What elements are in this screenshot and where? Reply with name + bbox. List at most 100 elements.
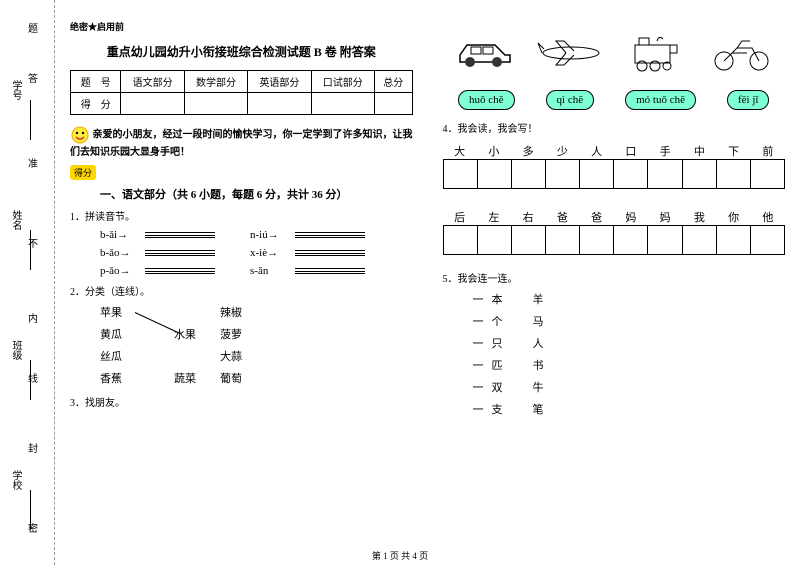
char: 少: [545, 143, 579, 159]
vehicle-row: [443, 30, 786, 75]
intro-text: 亲爱的小朋友，经过一段时间的愉快学习，你一定学到了许多知识，让我们去知识乐园大显…: [70, 125, 413, 161]
bind-lbl-1: 姓名: [8, 210, 23, 230]
char: 妈: [614, 209, 648, 225]
car-icon: [450, 30, 520, 75]
bind-line: [30, 100, 31, 140]
match-mid: 水果: [150, 324, 220, 346]
pinyin-row: b-ǎo→ x-iè→: [100, 247, 413, 259]
char-labels: 大小多少人口手中下前: [443, 143, 786, 159]
match-row: 香蕉蔬菜葡萄: [100, 368, 413, 390]
match2-row: 一支笔: [473, 399, 786, 421]
char: 右: [511, 209, 545, 225]
match2-row: 一本羊: [473, 289, 786, 311]
char: 我: [682, 209, 716, 225]
write-line: [295, 268, 365, 274]
match-left: 黄瓜: [100, 324, 150, 346]
write-line: [145, 268, 215, 274]
left-column: 绝密★启用前 重点幼儿园幼升小衔接班综合检测试题 B 卷 附答案 题 号 语文部…: [55, 0, 428, 565]
train-icon: [622, 30, 692, 75]
pinyin-box-row: huǒ chē qì chē mó tuō chē fēi jī: [443, 90, 786, 110]
pinyin-left: b-ǎi→: [100, 229, 145, 241]
match2-block: 一本羊 一个马 一只人 一匹书 一双牛 一支笔: [473, 289, 786, 421]
char: 手: [648, 143, 682, 159]
char: 小: [477, 143, 511, 159]
char: 你: [717, 209, 751, 225]
match-row: 苹果辣椒: [100, 302, 413, 324]
pinyin-right: s-ǎn: [250, 265, 295, 277]
char: 中: [682, 143, 716, 159]
bind-ch: 准: [28, 155, 38, 170]
q2-label: 2．分类（连线）。: [70, 283, 413, 298]
q3-label: 3．找朋友。: [70, 394, 413, 409]
bind-ch: 题: [28, 20, 38, 35]
page-content: 绝密★启用前 重点幼儿园幼升小衔接班综合检测试题 B 卷 附答案 题 号 语文部…: [55, 0, 800, 565]
pinyin-right: x-iè→: [250, 247, 295, 259]
pinyin-box: huǒ chē: [458, 90, 515, 110]
write-line: [295, 232, 365, 238]
m2r: 人: [533, 333, 573, 355]
m2l: 一本: [473, 289, 533, 311]
m2l: 一只: [473, 333, 533, 355]
char: 爸: [545, 209, 579, 225]
match2-row: 一个马: [473, 311, 786, 333]
match-right: 葡萄: [220, 368, 270, 390]
match-row: 黄瓜水果菠萝: [100, 324, 413, 346]
pinyin-box: fēi jī: [727, 90, 769, 110]
bind-ch: 封: [28, 440, 38, 455]
m2r: 书: [533, 355, 573, 377]
char: 前: [751, 143, 785, 159]
m2l: 一支: [473, 399, 533, 421]
m2r: 羊: [533, 289, 573, 311]
char-grid-2: 后左右爸爸妈妈我你他: [443, 209, 786, 255]
match2-row: 一匹书: [473, 355, 786, 377]
bind-ch: 内: [28, 310, 38, 325]
pinyin-right: n-iú→: [250, 229, 295, 241]
m2l: 一匹: [473, 355, 533, 377]
write-line: [145, 250, 215, 256]
m2r: 笔: [533, 399, 573, 421]
pinyin-item: n-iú→: [250, 229, 400, 241]
match-left: 丝瓜: [100, 346, 150, 368]
match-right: 菠萝: [220, 324, 270, 346]
pinyin-box: mó tuō chē: [625, 90, 696, 110]
pinyin-item: s-ǎn: [250, 265, 400, 277]
char: 爸: [580, 209, 614, 225]
match-left: 苹果: [100, 302, 150, 324]
th: 语文部分: [121, 71, 184, 93]
th: 口试部分: [311, 71, 374, 93]
motorcycle-icon: [707, 30, 777, 75]
binding-margin: 学号 姓名 班级 学校 题 答 准 不 内 线 封 密: [0, 0, 55, 565]
th: 英语部分: [248, 71, 311, 93]
table-row: 得 分: [71, 93, 413, 115]
bind-lbl-2: 班级: [8, 340, 23, 360]
score-table: 题 号 语文部分 数学部分 英语部分 口试部分 总分 得 分: [70, 70, 413, 115]
pinyin-row: p-ǎo→ s-ǎn: [100, 265, 413, 277]
m2r: 牛: [533, 377, 573, 399]
char: 人: [580, 143, 614, 159]
match-left: 香蕉: [100, 368, 150, 390]
td: [311, 93, 374, 115]
match2-row: 一只人: [473, 333, 786, 355]
m2l: 一双: [473, 377, 533, 399]
pinyin-item: b-ǎi→: [100, 229, 250, 241]
page-footer: 第 1 页 共 4 页: [0, 549, 800, 562]
char-boxes: [443, 225, 786, 255]
pinyin-item: p-ǎo→: [100, 265, 250, 277]
match-right: 大蒜: [220, 346, 270, 368]
char-grid-1: 大小多少人口手中下前: [443, 143, 786, 189]
td: 得 分: [71, 93, 121, 115]
td: [184, 93, 247, 115]
badge-wrap: 得分: [70, 165, 413, 180]
char: 大: [443, 143, 477, 159]
bind-ch: 不: [28, 235, 38, 250]
q5-label: 5．我会连一连。: [443, 270, 786, 285]
intro-body: 亲爱的小朋友，经过一段时间的愉快学习，你一定学到了许多知识，让我们去知识乐园大显…: [70, 129, 413, 158]
char: 多: [511, 143, 545, 159]
pinyin-row: b-ǎi→ n-iú→: [100, 229, 413, 241]
pinyin-item: x-iè→: [250, 247, 400, 259]
pinyin-left: b-ǎo→: [100, 247, 145, 259]
plane-icon: [536, 30, 606, 75]
score-badge: 得分: [70, 165, 96, 180]
char: 口: [614, 143, 648, 159]
char: 他: [751, 209, 785, 225]
